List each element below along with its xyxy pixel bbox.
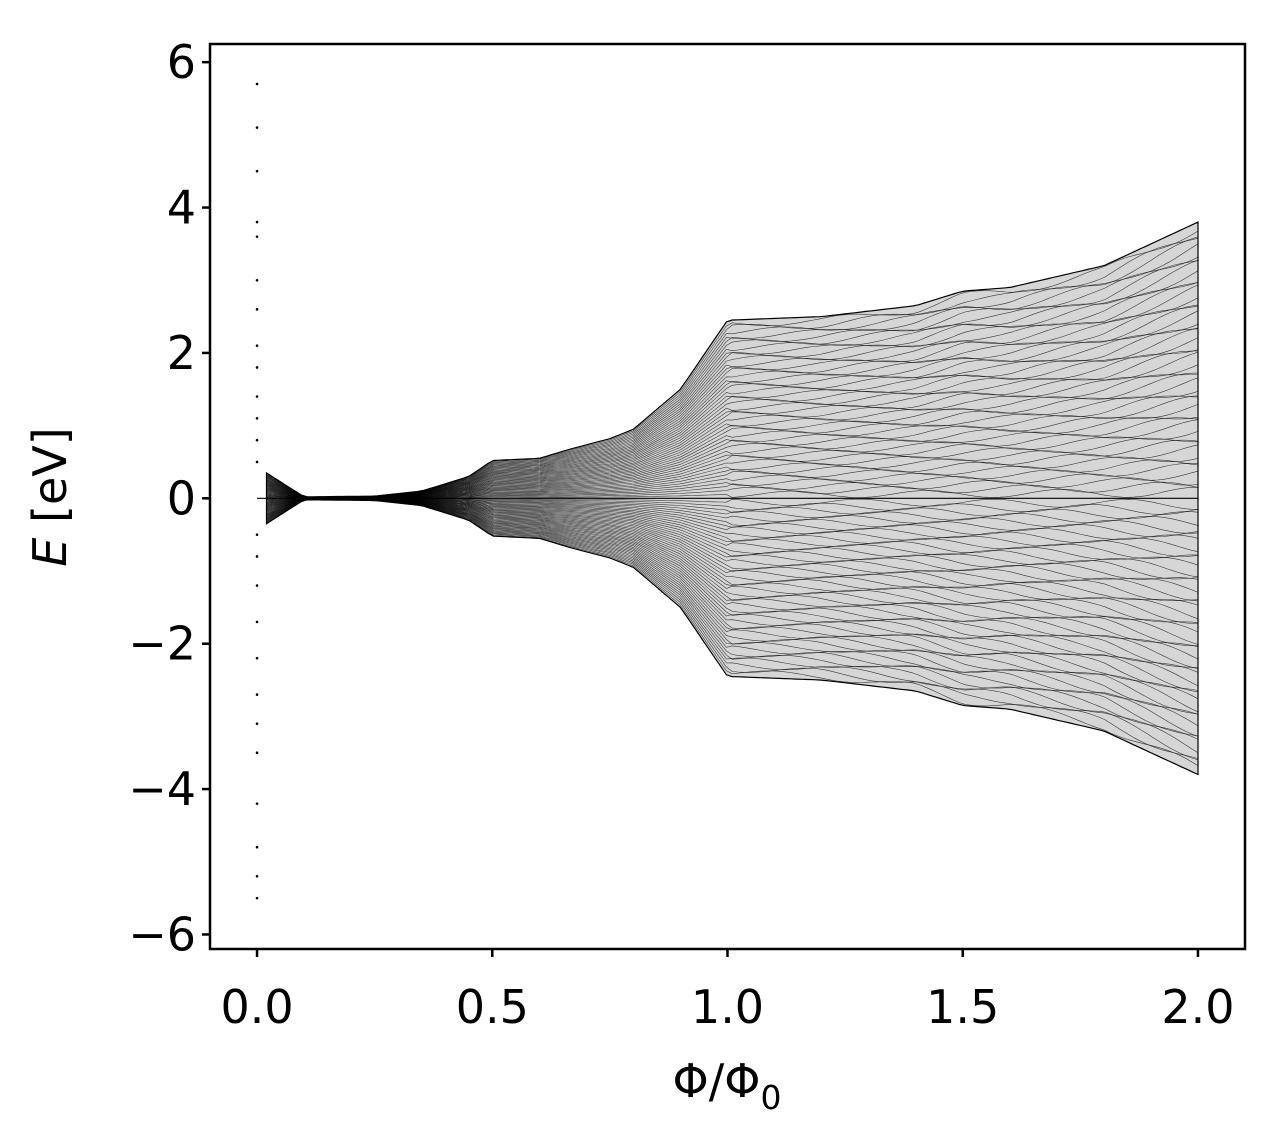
y-tick-label: 4: [167, 181, 196, 235]
x-axis-label: Φ/Φ0: [673, 1054, 782, 1117]
eigenvalue-point: [255, 460, 259, 464]
y-tick-label: −2: [128, 617, 196, 671]
eigenvalue-point: [255, 656, 259, 660]
eigenvalue-point: [255, 751, 259, 755]
eigenvalue-point: [255, 555, 259, 558]
eigenvalue-point: [255, 438, 259, 442]
y-tick-label: 6: [167, 35, 196, 89]
band-spectrum: [255, 82, 1199, 900]
energy-level-line: [266, 499, 1199, 766]
eigenvalue-point: [255, 395, 259, 398]
y-tick-label: 2: [167, 326, 196, 380]
eigenvalue-point: [255, 722, 259, 725]
x-axis-ticks: 0.0 0.5 1.0 1.5 2.0: [220, 949, 1235, 1034]
y-axis-label-symbol: E: [23, 538, 77, 567]
eigenvalue-point: [255, 235, 259, 238]
y-tick-label: −6: [128, 907, 196, 961]
x-tick-label: 0.5: [456, 980, 529, 1034]
eigenvalue-point: [255, 126, 259, 129]
eigenvalue-point: [255, 802, 259, 805]
eigenvalue-point: [255, 82, 259, 86]
eigenvalue-point: [255, 366, 259, 369]
y-tick-label: 0: [167, 471, 196, 525]
x-tick-label: 2.0: [1161, 980, 1234, 1034]
eigenvalue-point: [255, 533, 259, 536]
eigenvalue-point: [255, 875, 259, 878]
eigenvalue-point: [255, 169, 259, 173]
y-axis-ticks: −6 −4 −2 0 2 4 6: [128, 35, 210, 961]
y-axis-label: E [eV]: [23, 427, 77, 566]
y-tick-label: −4: [128, 762, 196, 816]
y-axis-label-unit: [eV]: [23, 427, 77, 537]
x-tick-label: 1.5: [926, 980, 999, 1034]
eigenvalue-point: [255, 344, 259, 347]
eigenvalue-point: [255, 896, 259, 900]
x-axis-label-subscript: 0: [760, 1078, 781, 1117]
eigenvalue-point: [255, 620, 259, 624]
eigenvalue-point: [255, 693, 259, 696]
x-tick-label: 1.0: [691, 980, 764, 1034]
eigenvalue-point: [255, 584, 259, 587]
eigenvalue-point: [255, 278, 259, 282]
eigenvalue-point: [255, 845, 259, 849]
eigenvalue-point: [255, 417, 259, 420]
eigenvalue-point: [255, 220, 259, 224]
energy-level-line: [266, 230, 1199, 498]
eigenvalue-point: [255, 308, 259, 311]
x-tick-label: 0.0: [220, 980, 293, 1034]
